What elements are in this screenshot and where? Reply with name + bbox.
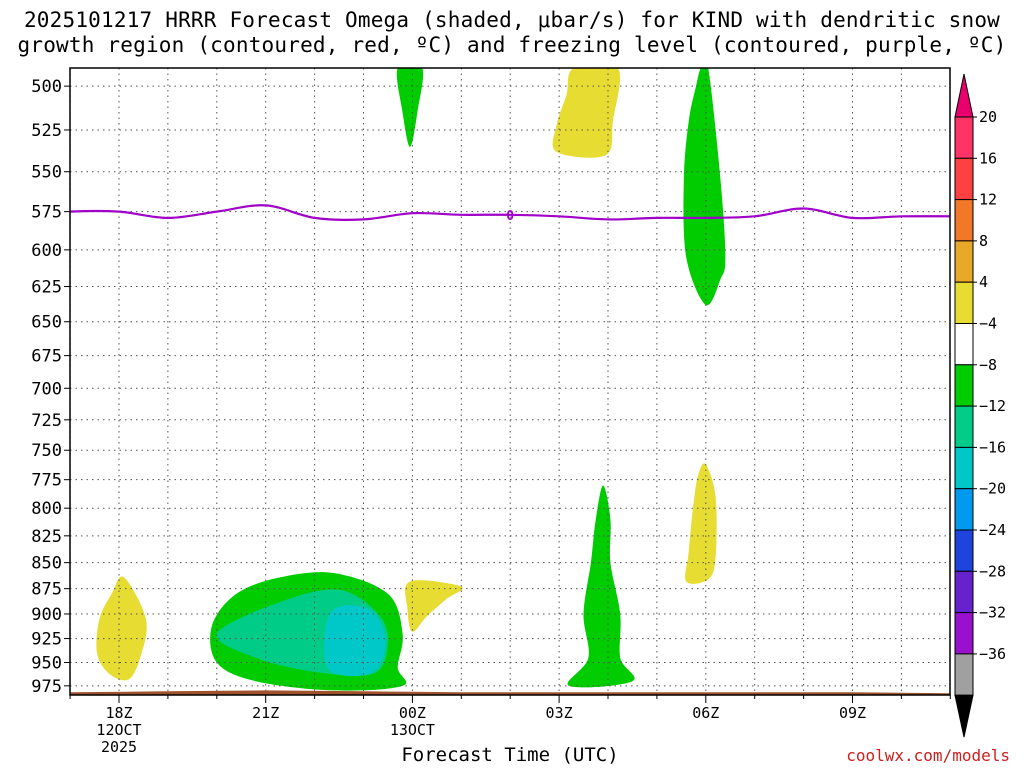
colorbar-swatch-8 [954,446,974,490]
x-tick-date-00Z: 13OCT [390,721,435,739]
colorbar-label-8: −16 [979,438,1006,456]
y-tick-label-550: 550 [31,163,62,183]
x-axis-title: Forecast Time (UTC) [401,744,619,766]
colorbar-swatch-7 [954,405,974,448]
y-tick-label-575: 575 [31,203,62,223]
x-tick-label-03Z: 03Z [546,704,573,722]
colorbar-swatch-11 [954,570,974,614]
y-tick-label-775: 775 [31,471,62,491]
colorbar-label-5: −4 [979,315,997,333]
y-tick-label-625: 625 [31,278,62,298]
omega-region-4 [324,605,386,677]
chart-title-line-1: 2025101217 HRRR Forecast Omega (shaded, … [23,8,1001,32]
y-tick-label-650: 650 [31,313,62,333]
omega-shading-layer [96,68,726,691]
colorbar-label-7: −12 [979,397,1006,415]
y-tick-label-825: 825 [31,527,62,547]
y-tick-label-500: 500 [31,77,62,97]
gridlines [70,68,950,695]
x-tick-label-18Z: 18Z [105,704,132,722]
freezing-level-label: 0 [506,209,514,224]
colorbar-swatch-3 [954,240,974,283]
colorbar-label-6: −8 [979,356,997,374]
credit-link[interactable]: coolwx.com/models [846,746,1010,765]
y-tick-label-525: 525 [31,121,62,141]
colorbar-label-3: 8 [979,232,988,250]
colorbar-label-0: 20 [979,108,997,126]
colorbar-label-13: −36 [979,645,1006,663]
y-tick-label-675: 675 [31,347,62,367]
colorbar: 20 16 12 8 4 −4 −8 −12 −16 −20 −24 −28 −32 −36 [954,73,1006,738]
x-tick-date-18Z: 12OCT [96,721,141,739]
colorbar-swatch-13 [954,653,974,696]
omega-region-10 [685,463,717,584]
colorbar-swatch-6 [954,364,974,407]
colorbar-swatch-5 [954,323,974,366]
colorbar-swatch-1 [954,157,974,201]
y-tick-label-875: 875 [31,580,62,600]
y-tick-label-725: 725 [31,411,62,431]
y-tick-label-800: 800 [31,499,62,519]
colorbar-swatch-4 [954,281,974,325]
colorbar-swatch-9 [954,488,974,531]
freezing-level-line [70,204,950,221]
colorbar-label-11: −28 [979,562,1006,580]
colorbar-swatch-2 [954,199,974,242]
chart-title-line-2: growth region (contoured, red, ºC) and f… [17,33,1007,57]
surface-terrain [70,690,950,695]
y-tick-label-750: 750 [31,441,62,461]
colorbar-bottom-arrow [954,694,974,738]
colorbar-top-arrow [954,73,974,118]
colorbar-label-4: 4 [979,273,988,291]
y-axis: 500 525 550 575 600 625 650 675 700 725 750 775 800 8… [31,77,70,697]
y-tick-label-925: 925 [31,630,62,650]
x-tick-label-06Z: 06Z [692,704,719,722]
omega-region-6 [396,68,424,147]
x-tick-label-21Z: 21Z [252,704,279,722]
colorbar-label-9: −20 [979,480,1006,498]
x-tick-year-18Z: 2025 [101,738,137,756]
y-tick-label-700: 700 [31,379,62,399]
omega-region-1 [96,576,147,681]
omega-region-9 [683,68,726,306]
x-tick-label-09Z: 09Z [839,704,866,722]
colorbar-swatch-0 [954,116,974,159]
colorbar-label-1: 16 [979,149,997,167]
colorbar-label-12: −32 [979,604,1006,622]
colorbar-swatch-12 [954,612,974,655]
omega-region-7 [552,68,621,158]
y-tick-label-900: 900 [31,605,62,625]
omega-region-5 [405,580,463,632]
colorbar-swatch-10 [954,529,974,572]
y-tick-label-600: 600 [31,241,62,261]
omega-region-8 [567,485,635,688]
colorbar-label-10: −24 [979,521,1006,539]
x-tick-label-00Z: 00Z [399,704,426,722]
contour-layer: 0 [70,204,950,695]
y-tick-label-950: 950 [31,654,62,674]
y-tick-label-975: 975 [31,677,62,697]
y-tick-label-850: 850 [31,554,62,574]
colorbar-label-2: 12 [979,191,997,209]
